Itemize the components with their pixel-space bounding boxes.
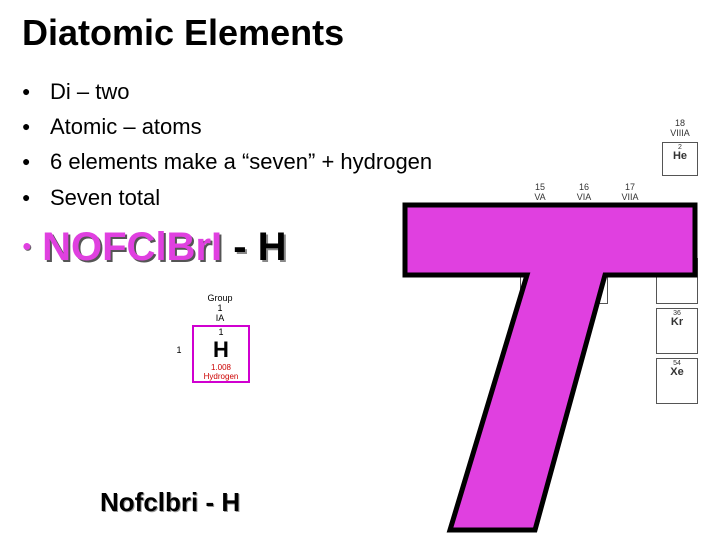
- cell-sb: 51 Sb 121.760: [520, 358, 562, 404]
- cell-ar: 18 8.948: [656, 258, 698, 304]
- group-label: Group: [200, 293, 240, 303]
- element-symbol: Sb: [521, 367, 561, 379]
- atomic-number: 18: [657, 260, 697, 267]
- col-18-num: 18: [662, 118, 698, 128]
- group-roman: IA: [200, 313, 240, 323]
- mnemonic-main: NOFClBrI: [42, 225, 222, 269]
- bullet-icon: ●: [22, 238, 32, 256]
- element-symbol: S: [567, 267, 607, 279]
- element-symbol: Kr: [657, 317, 697, 329]
- atomic-mass: 8.948: [657, 267, 697, 273]
- mnemonic-tail: - H: [222, 225, 286, 269]
- col-18-grp: VIIIA: [662, 128, 698, 138]
- col-16-grp: VIA: [564, 192, 604, 202]
- atomic-mass: 74.922: [521, 329, 561, 335]
- col-17-grp: VIIA: [610, 192, 650, 202]
- mnemonic-text: NOFClBrI - H: [42, 225, 286, 270]
- cell-xe: 54 Xe: [656, 358, 698, 404]
- cell-kr: 36 Kr: [656, 308, 698, 354]
- element-symbol: He: [663, 151, 697, 163]
- cell-p: 15 P 30.974: [520, 258, 562, 304]
- element-symbol: H: [194, 337, 248, 363]
- atomic-number: 83: [521, 410, 561, 417]
- cell-s: 16 S 32.066: [566, 258, 608, 304]
- atomic-number: 1: [218, 327, 223, 337]
- atomic-mass: 1.008: [194, 363, 248, 372]
- hydrogen-cell: 1 H 1.008 Hydrogen: [192, 325, 250, 383]
- cell-as: 33 As 74.922: [520, 308, 562, 354]
- col-16-num: 16: [564, 182, 604, 192]
- periodic-table-fragment: 18 VIIIA 2 He 15 VA 16 VIA 17 VIIA 15 P …: [494, 128, 704, 508]
- element-symbol: P: [521, 267, 561, 279]
- cell-bottom: 83: [520, 408, 562, 438]
- element-name: Hydrogen: [194, 372, 248, 381]
- atomic-mass: 121.760: [521, 379, 561, 385]
- cell-he: 2 He: [662, 142, 698, 176]
- atomic-mass: 32.066: [567, 279, 607, 285]
- group-number: 1: [200, 303, 240, 313]
- col-15-grp: VA: [520, 192, 560, 202]
- footer-mnemonic: Nofclbri - H: [100, 487, 240, 518]
- slide-title: Diatomic Elements: [0, 0, 720, 54]
- element-symbol: As: [521, 317, 561, 329]
- period-label: 1: [170, 345, 188, 355]
- element-symbol: Xe: [657, 367, 697, 379]
- col-17-num: 17: [610, 182, 650, 192]
- col-15-num: 15: [520, 182, 560, 192]
- bullet-item: Di – two: [22, 74, 720, 109]
- atomic-mass: 30.974: [521, 279, 561, 285]
